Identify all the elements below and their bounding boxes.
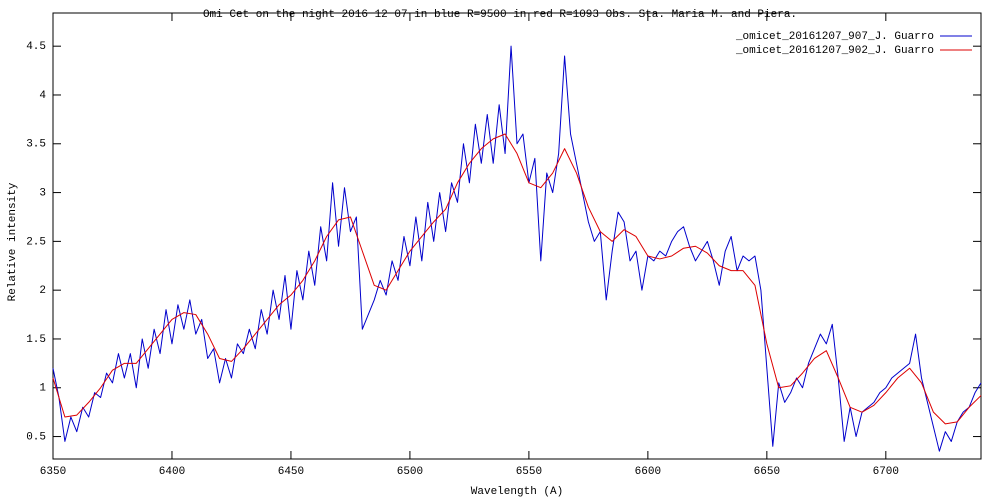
series-line (52, 133, 982, 425)
legend-label: _omicet_20161207_907_J. Guarro (735, 31, 934, 43)
y-tick-label: 3 (39, 187, 46, 199)
y-tick-label: 2.5 (26, 236, 46, 248)
x-tick-label: 6700 (873, 466, 899, 478)
y-tick-label: 1 (39, 383, 46, 395)
legend-label: _omicet_20161207_902_J. Guarro (735, 45, 934, 57)
chart-title: Omi Cet on the night 2016 12 07 in blue … (203, 9, 797, 21)
x-axis-label: Wavelength (A) (471, 486, 563, 498)
y-tick-label: 1.5 (26, 334, 46, 346)
x-tick-label: 6500 (397, 466, 423, 478)
y-axis-label: Relative intensity (7, 182, 19, 301)
x-tick-label: 6400 (159, 466, 185, 478)
x-tick-label: 6550 (516, 466, 542, 478)
y-tick-label: 2 (39, 285, 46, 297)
y-tick-label: 4 (39, 90, 46, 102)
x-tick-label: 6600 (635, 466, 661, 478)
x-tick-label: 6650 (754, 466, 780, 478)
series-line (52, 45, 982, 452)
x-tick-label: 6450 (278, 466, 304, 478)
y-tick-label: 4.5 (26, 41, 46, 53)
plot-border (52, 12, 982, 460)
y-tick-label: 3.5 (26, 139, 46, 151)
y-tick-label: 0.5 (26, 431, 46, 443)
x-tick-label: 6350 (40, 466, 66, 478)
